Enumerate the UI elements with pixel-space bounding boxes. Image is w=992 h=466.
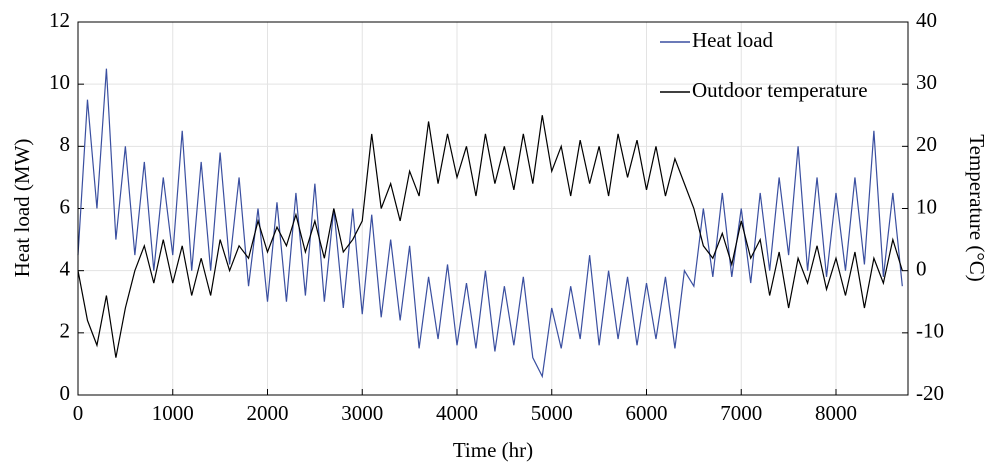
x-tick-label: 0: [73, 401, 84, 425]
y2-axis-label: Temperature (°C): [965, 134, 989, 281]
x-tick-label: 7000: [720, 401, 762, 425]
y-tick-label: 2: [60, 319, 71, 343]
y-tick-label: 10: [49, 70, 70, 94]
series-line: [77, 68, 903, 379]
y2-tick-label: 30: [916, 70, 937, 94]
x-tick-label: 2000: [246, 401, 288, 425]
x-axis-label: Time (hr): [453, 438, 533, 462]
x-tick-label: 1000: [152, 401, 194, 425]
y-tick-label: 12: [49, 8, 70, 32]
x-tick-label: 6000: [625, 401, 667, 425]
y-tick-label: 0: [60, 381, 71, 405]
y2-tick-label: 40: [916, 8, 937, 32]
y-tick-label: 6: [60, 194, 71, 218]
y-axis-label: Heat load (MW): [10, 139, 34, 278]
plot-frame: [77, 21, 909, 396]
y2-tick-label: -20: [916, 381, 944, 405]
series-line: [77, 115, 903, 358]
x-tick-label: 4000: [436, 401, 478, 425]
y-tick-label: 8: [60, 132, 71, 156]
y2-tick-label: 0: [916, 256, 927, 280]
legend-label: Heat load: [692, 28, 774, 52]
y-tick-label: 4: [60, 256, 71, 280]
x-tick-label: 5000: [531, 401, 573, 425]
x-tick-label: 3000: [341, 401, 383, 425]
y2-tick-label: 20: [916, 132, 937, 156]
y2-tick-label: -10: [916, 319, 944, 343]
x-tick-label: 8000: [815, 401, 857, 425]
y2-tick-label: 10: [916, 194, 937, 218]
legend-label: Outdoor temperature: [692, 78, 868, 102]
